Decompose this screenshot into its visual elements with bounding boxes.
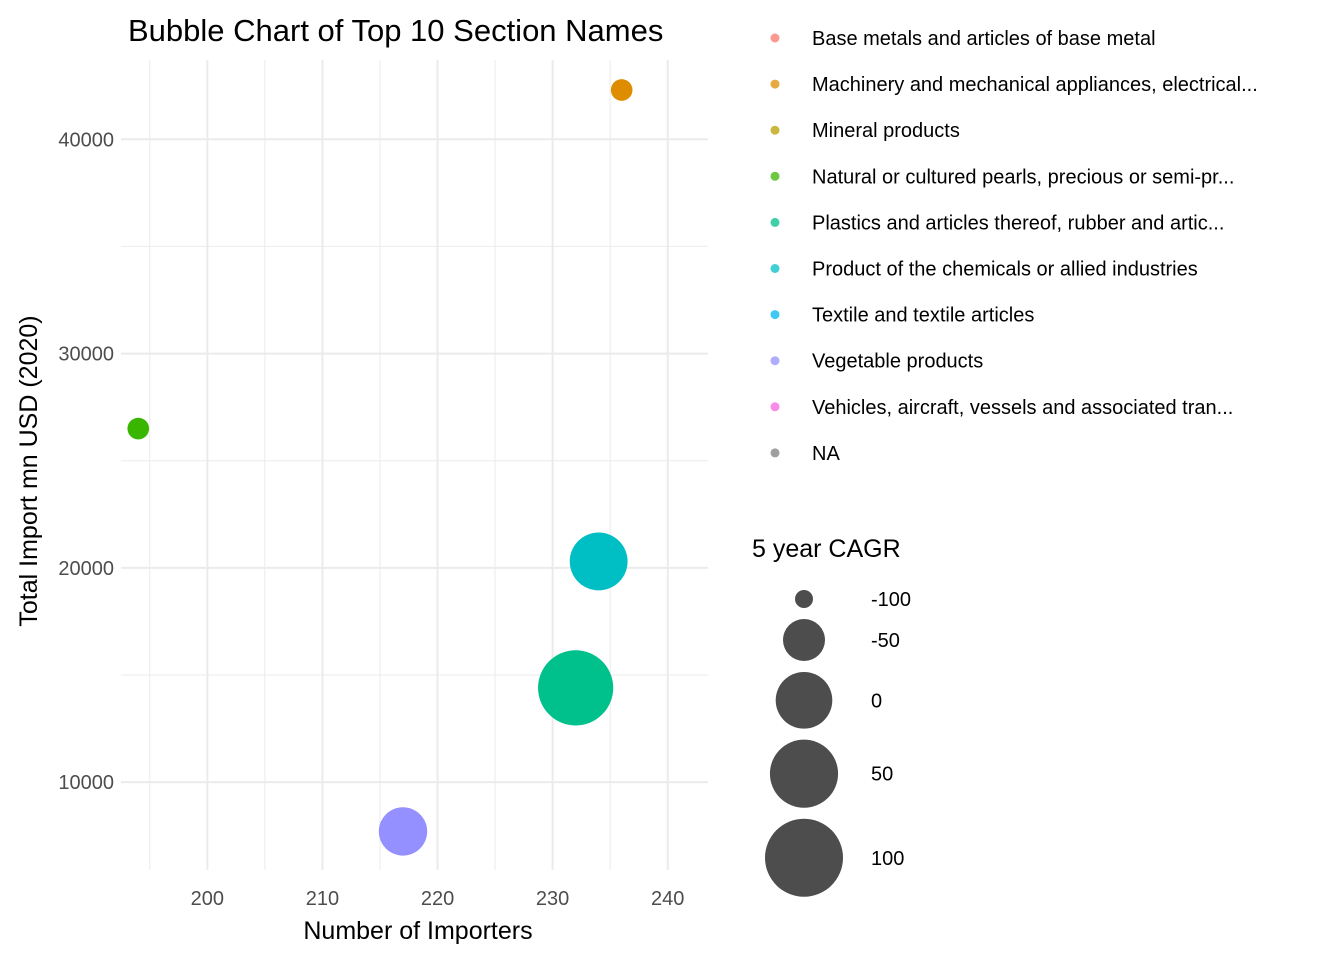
color-legend: Base metals and articles of base metal Ma…	[770, 28, 1258, 465]
color-legend-key	[770, 264, 780, 273]
data-bubble	[378, 807, 428, 856]
color-legend-key	[770, 33, 780, 43]
color-legend-label: Base metals and articles of base metal	[812, 28, 1156, 50]
color-legend-label: Plastics and articles thereof, rubber an…	[812, 212, 1224, 234]
data-bubble	[127, 417, 150, 440]
size-legend-key	[783, 619, 825, 661]
color-legend-label: Textile and textile articles	[812, 305, 1034, 327]
size-legend-key	[765, 818, 843, 897]
x-tick-label: 210	[306, 888, 339, 910]
color-legend-key	[770, 125, 780, 135]
size-legend-label: -100	[871, 589, 911, 611]
y-axis-ticks: 10000 20000 30000 40000	[58, 129, 114, 794]
color-legend-key	[770, 171, 780, 181]
grid	[121, 60, 708, 870]
x-tick-label: 220	[421, 888, 454, 910]
size-legend-key	[775, 672, 833, 729]
data-bubble	[569, 532, 628, 591]
size-legend-label: 100	[871, 848, 904, 870]
color-legend-key	[770, 402, 780, 412]
size-legend-key	[795, 590, 813, 608]
color-legend-label: Product of the chemicals or allied indus…	[812, 259, 1198, 281]
y-tick-label: 30000	[58, 344, 114, 366]
color-legend-label: Vegetable products	[812, 351, 983, 373]
data-bubble	[538, 650, 614, 726]
chart-title: Bubble Chart of Top 10 Section Names	[128, 13, 663, 48]
color-legend-label: Vehicles, aircraft, vessels and associat…	[812, 397, 1233, 419]
x-tick-label: 200	[191, 888, 224, 910]
color-legend-key	[770, 217, 780, 227]
data-points	[127, 79, 633, 856]
color-legend-label: Natural or cultured pearls, precious or …	[812, 166, 1234, 188]
y-axis-title: Total Import mn USD (2020)	[15, 315, 43, 626]
x-tick-label: 230	[536, 888, 569, 910]
y-tick-label: 10000	[58, 772, 114, 794]
size-legend-label: 50	[871, 764, 893, 786]
color-legend-label: Machinery and mechanical appliances, ele…	[812, 74, 1258, 96]
size-legend-label: -50	[871, 630, 900, 652]
y-tick-label: 20000	[58, 558, 114, 580]
size-legend-key	[769, 739, 839, 808]
color-legend-label: NA	[812, 443, 840, 465]
size-legend: 5 year CAGR -100 -50 0 50 100	[752, 535, 911, 897]
size-legend-title: 5 year CAGR	[752, 535, 901, 563]
color-legend-key	[770, 79, 780, 89]
x-axis-title: Number of Importers	[303, 917, 532, 945]
x-axis-ticks: 200 210 220 230 240	[191, 888, 685, 910]
color-legend-key	[770, 448, 780, 458]
x-tick-label: 240	[651, 888, 684, 910]
size-legend-label: 0	[871, 690, 882, 712]
color-legend-key	[770, 310, 780, 320]
data-bubble	[610, 79, 633, 101]
y-tick-label: 40000	[58, 129, 114, 151]
color-legend-label: Mineral products	[812, 120, 960, 142]
color-legend-key	[770, 356, 780, 366]
